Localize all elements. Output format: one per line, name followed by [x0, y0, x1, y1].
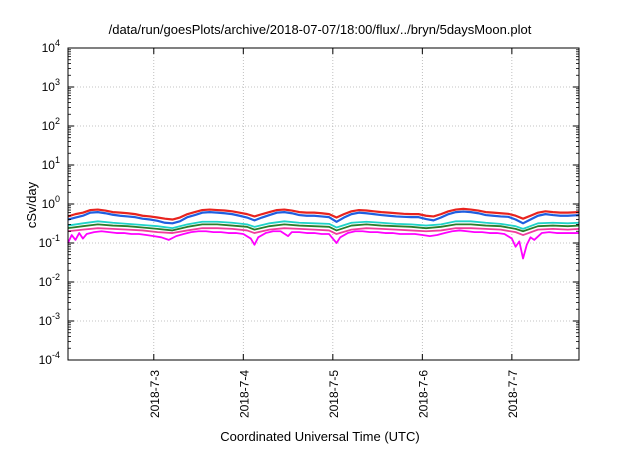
series-line-3	[67, 220, 580, 230]
x-axis-label: Coordinated Universal Time (UTC)	[220, 429, 419, 444]
y-tick-exponent: 0	[55, 194, 60, 204]
y-tick-exponent: -2	[52, 272, 60, 282]
plot-frame	[67, 47, 580, 361]
series-line-1	[67, 207, 580, 221]
series-line-5	[67, 227, 580, 236]
y-tick-exponent: 1	[55, 155, 60, 165]
y-tick-label: 10-3	[39, 311, 60, 328]
y-tick-exponent: -1	[52, 233, 60, 243]
y-axis-label: cSv/day	[24, 181, 39, 228]
y-tick-exponent: 4	[55, 38, 60, 48]
y-tick-label: 104	[42, 38, 60, 55]
y-tick-label: 10-1	[39, 233, 60, 250]
series-line-2	[67, 210, 580, 225]
y-tick-label: 101	[42, 155, 60, 172]
y-tick-exponent: 3	[55, 77, 60, 87]
series-line-6	[67, 229, 579, 260]
x-tick-label: 2018-7-5	[327, 370, 341, 418]
data-series	[67, 207, 580, 260]
y-tick-label: 103	[42, 77, 60, 94]
x-tick-label: 2018-7-6	[416, 370, 430, 418]
y-tick-label: 100	[42, 194, 60, 211]
y-tick-label: 102	[42, 116, 60, 133]
x-tick-label: 2018-7-4	[237, 370, 251, 418]
y-tick-exponent: -4	[52, 350, 60, 360]
grid-lines	[68, 48, 579, 360]
y-tick-exponent: 2	[55, 116, 60, 126]
x-tick-label: 2018-7-3	[148, 370, 162, 418]
chart-title: /data/run/goesPlots/archive/2018-07-07/1…	[109, 22, 532, 37]
x-tick-label: 2018-7-7	[506, 370, 520, 418]
y-tick-label: 10-4	[39, 350, 60, 367]
y-tick-label: 10-2	[39, 272, 60, 289]
y-tick-exponent: -3	[52, 311, 60, 321]
series-line-4	[67, 223, 580, 233]
